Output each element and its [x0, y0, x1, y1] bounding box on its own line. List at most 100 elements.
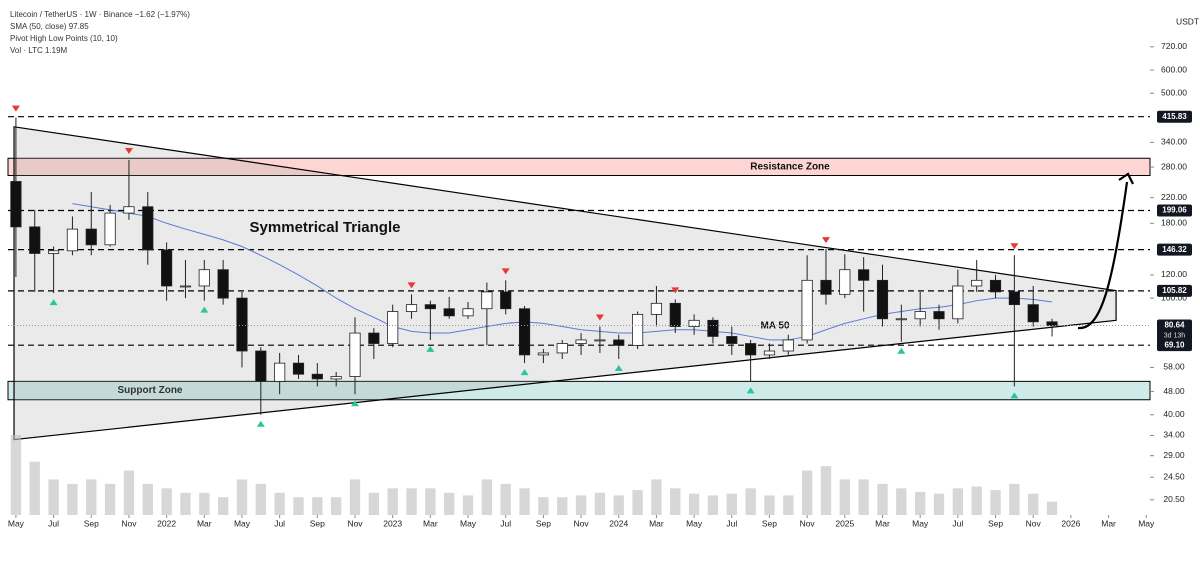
volume-bar — [406, 488, 417, 515]
x-tick-label: Jul — [48, 518, 59, 528]
x-tick-label: Mar — [875, 518, 890, 528]
volume-bar — [896, 488, 907, 515]
volume-bar — [462, 495, 474, 515]
candle-body — [763, 350, 776, 356]
y-tick-label: 29.00 — [1163, 450, 1185, 460]
candle-body — [29, 226, 41, 254]
candle-body — [198, 269, 210, 287]
pivot-high — [595, 314, 604, 321]
pivot-high — [124, 147, 133, 154]
volume-bar — [481, 479, 493, 515]
candle-body — [387, 311, 399, 344]
candle-body — [688, 319, 700, 327]
candle-body — [10, 181, 22, 228]
x-tick-label: May — [912, 518, 929, 528]
level-label: 105.82 — [1162, 286, 1187, 295]
candle-body — [104, 212, 116, 246]
volume-bar — [914, 491, 926, 515]
candle-body — [179, 285, 192, 288]
candle-body — [745, 343, 757, 356]
projection-arrow — [1077, 181, 1129, 330]
volume-bar — [990, 490, 1001, 515]
candle-body — [330, 376, 342, 380]
volume-bar — [1046, 501, 1058, 515]
candle-body — [613, 339, 625, 346]
candle-body — [575, 339, 587, 344]
x-tick-label: Nov — [800, 518, 816, 528]
zone — [7, 380, 1151, 401]
volume-bar — [764, 495, 775, 515]
volume-bar — [67, 483, 78, 515]
volume-bar — [858, 479, 869, 515]
pivot-high — [1010, 243, 1019, 250]
candle-body — [839, 269, 851, 295]
volume-bar — [312, 497, 323, 515]
level-box — [1157, 339, 1192, 352]
ma-line — [72, 203, 1053, 341]
volume-bar — [500, 483, 511, 515]
volume-bar — [726, 493, 737, 515]
last-price-box — [1157, 319, 1192, 342]
volume-bar — [104, 483, 116, 515]
volume-bar — [1009, 483, 1020, 515]
y-tick-label: 340.00 — [1161, 137, 1187, 147]
volume-bar — [255, 483, 266, 515]
candle-body — [274, 362, 286, 382]
candle-body — [311, 373, 323, 380]
x-tick-label: Jul — [274, 518, 285, 528]
candle-body — [48, 250, 60, 254]
level-box — [1157, 204, 1192, 217]
candle-body — [481, 291, 493, 310]
volume-bar — [86, 479, 97, 515]
candle-body — [518, 308, 531, 356]
volume-bar — [839, 479, 850, 515]
volume-bar — [557, 497, 568, 515]
volume-bar — [952, 488, 964, 515]
volume-bar — [613, 495, 624, 515]
triangle-label: Symmetrical Triangle — [250, 219, 401, 236]
candle-body — [989, 279, 1002, 293]
pivot-low — [351, 400, 360, 407]
y-tick-label: 720.00 — [1161, 41, 1187, 51]
level-label: 69.10 — [1164, 340, 1185, 349]
candle-body — [669, 302, 681, 327]
candle-body — [726, 336, 738, 344]
x-tick-label: Sep — [536, 518, 551, 528]
candle-body — [123, 206, 135, 214]
candle-body — [142, 206, 154, 251]
x-tick-label: Mar — [197, 518, 212, 528]
pivot-low — [746, 387, 755, 394]
plot-area: Resistance Zone Support Zone Symmetrical T… — [7, 105, 1151, 515]
header-line: Vol · LTC 1.19M — [10, 46, 68, 55]
volume-bar — [632, 490, 643, 515]
pivot-low — [256, 420, 265, 427]
volume-bar — [180, 492, 191, 515]
y-tick-label: 34.00 — [1163, 430, 1185, 440]
zone-label: Support Zone — [118, 385, 183, 396]
x-tick-label: May — [460, 518, 477, 528]
pivot-high — [407, 282, 416, 289]
x-tick-label: 2022 — [157, 518, 176, 528]
triangle — [13, 126, 1117, 441]
candle-body — [424, 304, 436, 310]
x-tick-label: Sep — [84, 518, 99, 528]
volume-bar — [425, 488, 436, 515]
header-line: SMA (50, close) 97.85 — [10, 22, 89, 31]
zone-label: Resistance Zone — [750, 162, 830, 173]
volume-bar — [368, 492, 380, 515]
x-tick-label: Nov — [574, 518, 590, 528]
candle-body — [85, 228, 97, 246]
x-tick-label: Sep — [762, 518, 777, 528]
volume-bar — [519, 488, 530, 515]
x-tick-label: Nov — [1026, 518, 1042, 528]
candle-body — [895, 318, 907, 321]
y-tick-label: 40.00 — [1163, 409, 1185, 419]
pivot-high — [671, 287, 680, 294]
volume-bar — [349, 479, 361, 515]
x-tick-label: Jul — [952, 518, 963, 528]
level-box — [1157, 284, 1192, 297]
level-box — [1157, 243, 1192, 256]
volume-bar — [29, 461, 40, 515]
volume-bar — [293, 497, 304, 515]
x-tick-label: Nov — [347, 518, 363, 528]
